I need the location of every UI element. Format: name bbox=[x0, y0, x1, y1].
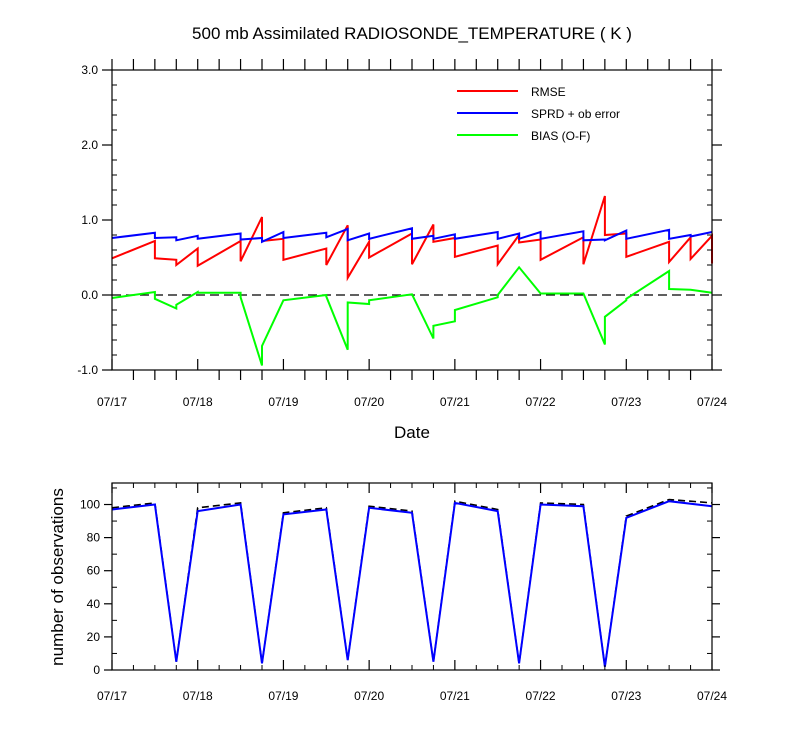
x-tick-label: 07/17 bbox=[97, 395, 127, 409]
x-tick-label: 07/20 bbox=[354, 395, 384, 409]
bottom-series-group bbox=[111, 498, 713, 667]
top-plot-frame bbox=[111, 69, 713, 371]
x-tick-label: 07/17 bbox=[97, 689, 127, 703]
x-tick-label: 07/21 bbox=[440, 689, 470, 703]
x-tick-label: 07/22 bbox=[526, 395, 556, 409]
x-axis-title: Date bbox=[394, 423, 430, 442]
series-line-total-observations bbox=[111, 498, 713, 667]
series-line-assimilated-observations bbox=[111, 500, 713, 667]
x-tick-label: 07/19 bbox=[268, 689, 298, 703]
x-tick-label: 07/23 bbox=[611, 395, 641, 409]
x-tick-label: 07/19 bbox=[268, 395, 298, 409]
legend-item-bias-label: BIAS (O-F) bbox=[531, 129, 590, 143]
bottom-panel: 07/17 07/18 07/19 07/20 07/21 07/22 07/23 07/24… bbox=[80, 482, 727, 703]
series-line-bias-o-f bbox=[111, 265, 713, 366]
y-tick-label: 20 bbox=[87, 630, 101, 644]
x-tick-label: 07/20 bbox=[354, 689, 384, 703]
y-tick-label: 2.0 bbox=[81, 138, 98, 152]
legend: RMSE SPRD + ob error BIAS (O-F) bbox=[457, 85, 620, 143]
top-ticks: 07/17 07/18 07/19 07/20 07/21 07/22 07/23 07/24… bbox=[77, 59, 727, 409]
y-tick-label: 40 bbox=[87, 597, 101, 611]
x-tick-label: 07/18 bbox=[183, 395, 213, 409]
top-panel: 07/17 07/18 07/19 07/20 07/21 07/22 07/23 07/24… bbox=[77, 59, 727, 409]
y-tick-label: 0.0 bbox=[81, 288, 98, 302]
x-tick-label: 07/24 bbox=[697, 395, 727, 409]
y-axis-title-observations: number of observations bbox=[48, 488, 67, 666]
y-tick-label: 1.0 bbox=[81, 213, 98, 227]
x-tick-label: 07/24 bbox=[697, 689, 727, 703]
y-tick-label: 3.0 bbox=[81, 63, 98, 77]
x-tick-label: 07/22 bbox=[526, 689, 556, 703]
top-series-group bbox=[111, 195, 713, 366]
x-tick-label: 07/21 bbox=[440, 395, 470, 409]
bottom-ticks: 07/17 07/18 07/19 07/20 07/21 07/22 07/23 07/24… bbox=[80, 483, 727, 703]
legend-item-sprd-label: SPRD + ob error bbox=[531, 107, 620, 121]
chart-title: 500 mb Assimilated RADIOSONDE_TEMPERATUR… bbox=[192, 24, 632, 43]
y-tick-label: 80 bbox=[87, 531, 101, 545]
x-tick-label: 07/23 bbox=[611, 689, 641, 703]
legend-item-rmse-label: RMSE bbox=[531, 85, 566, 99]
y-tick-label: 0 bbox=[93, 663, 100, 677]
series-line-sprd-ob-error bbox=[111, 227, 713, 244]
x-tick-label: 07/18 bbox=[183, 689, 213, 703]
y-tick-label: -1.0 bbox=[77, 363, 98, 377]
y-tick-label: 60 bbox=[87, 564, 101, 578]
y-tick-label: 100 bbox=[80, 498, 100, 512]
